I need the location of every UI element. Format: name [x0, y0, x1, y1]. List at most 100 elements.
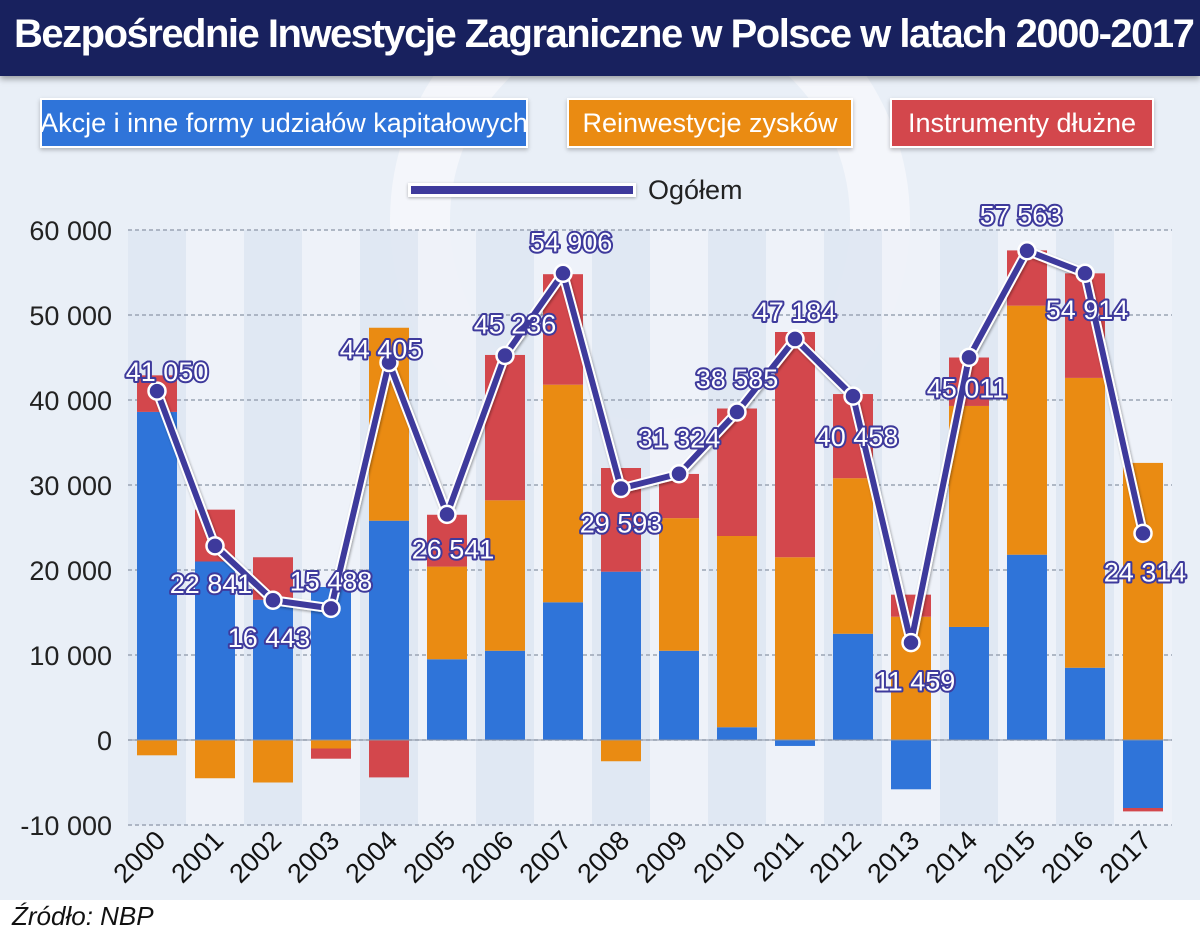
- total-point: [495, 345, 515, 366]
- legend-debt: Instrumenty dłużne: [890, 98, 1154, 148]
- total-point: [611, 478, 631, 499]
- bar-reinvested: [137, 740, 177, 756]
- bar-reinvested: [195, 740, 235, 779]
- x-tick-label: 2014: [920, 825, 984, 889]
- x-tick-label: 2010: [688, 825, 752, 889]
- bar-reinvested: [1123, 462, 1163, 740]
- total-data-label: 24 314: [1104, 557, 1187, 587]
- total-data-label: 57 563: [980, 201, 1063, 231]
- total-data-label: 31 324: [638, 424, 721, 454]
- bar-reinvested: [659, 518, 699, 651]
- bar-equity: [601, 571, 641, 740]
- total-point: [1017, 240, 1037, 261]
- total-data-label: 26 541: [412, 534, 495, 564]
- bar-reinvested: [311, 740, 351, 749]
- total-point: [959, 347, 979, 368]
- bar-debt: [1123, 808, 1163, 812]
- total-data-label: 38 585: [696, 364, 779, 394]
- legend-equity-label: Akcje i inne formy udziałów kapitałowych: [40, 107, 528, 138]
- legend-equity: Akcje i inne formy udziałów kapitałowych: [40, 98, 528, 148]
- bar-equity: [659, 650, 699, 740]
- total-point: [843, 386, 863, 406]
- bar-equity: [253, 599, 293, 740]
- bar-equity: [775, 740, 815, 746]
- bar-reinvested: [485, 500, 525, 651]
- total-data-label: 44 405: [340, 335, 423, 365]
- total-point: [263, 590, 283, 610]
- x-tick-label: 2004: [340, 825, 404, 889]
- legend-total: Ogółem: [408, 172, 743, 208]
- total-point: [553, 263, 573, 284]
- x-tick-label: 2007: [514, 825, 578, 889]
- bar-reinvested: [775, 557, 815, 740]
- bar-equity: [137, 411, 177, 740]
- bar-equity: [1123, 740, 1163, 808]
- total-point: [901, 632, 921, 653]
- total-point: [1075, 263, 1095, 283]
- total-point: [727, 402, 747, 422]
- bar-equity: [949, 626, 989, 740]
- total-data-label: 54 914: [1046, 295, 1129, 325]
- y-tick-label: 20 000: [29, 556, 112, 586]
- y-tick-label: 30 000: [29, 471, 112, 501]
- legend-total-label: Ogółem: [648, 174, 743, 205]
- total-data-label: 22 841: [170, 569, 253, 599]
- bar-equity: [427, 659, 467, 740]
- total-point: [1133, 523, 1153, 544]
- bar-reinvested: [1007, 305, 1047, 555]
- total-point: [669, 463, 689, 484]
- total-data-label: 40 458: [816, 422, 899, 452]
- bar-debt: [369, 740, 409, 778]
- bar-reinvested: [833, 478, 873, 634]
- total-point: [321, 598, 341, 619]
- y-tick-label: 10 000: [29, 641, 112, 671]
- bar-equity: [485, 650, 525, 740]
- total-data-label: 47 184: [754, 297, 837, 327]
- total-line: [154, 247, 1146, 646]
- bar-equity: [195, 561, 235, 740]
- total-data-label: 11 459: [875, 667, 956, 697]
- x-tick-label: 2005: [398, 825, 462, 889]
- x-tick-label: 2006: [456, 825, 520, 889]
- x-tick-label: 2015: [978, 825, 1042, 889]
- x-tick-label: 2000: [108, 825, 172, 889]
- x-tick-label: 2013: [862, 825, 926, 889]
- total-data-label: 41 050: [126, 357, 209, 387]
- bar-reinvested: [253, 740, 293, 783]
- total-point: [437, 504, 457, 525]
- legend-debt-label: Instrumenty dłużne: [907, 107, 1137, 138]
- header-bar: Bezpośrednie Inwestycje Zagraniczne w Po…: [0, 0, 1200, 76]
- bar-reinvested: [601, 740, 641, 762]
- bar-reinvested: [543, 384, 583, 603]
- total-data-label: 15 488: [290, 566, 373, 596]
- bar-reinvested: [1065, 377, 1105, 668]
- x-tick-label: 2008: [572, 825, 636, 889]
- bar-debt: [485, 354, 525, 501]
- legend-reinvested-label: Reinwestycje zysków: [582, 107, 838, 138]
- bar-reinvested: [427, 566, 467, 660]
- total-point: [785, 329, 805, 349]
- bar-equity: [369, 520, 409, 740]
- total-data-label: 45 011: [927, 373, 1008, 403]
- x-tick-label: 2016: [1036, 825, 1100, 889]
- y-tick-label: 60 000: [29, 216, 112, 246]
- bar-equity: [543, 602, 583, 740]
- y-tick-label: 40 000: [29, 386, 112, 416]
- bar-equity: [1065, 667, 1105, 740]
- total-data-label: 45 236: [474, 309, 557, 339]
- bar-debt: [775, 332, 815, 558]
- y-tick-label: -10 000: [20, 811, 112, 841]
- bar-equity: [1007, 554, 1047, 740]
- chart-title: Bezpośrednie Inwestycje Zagraniczne w Po…: [14, 12, 1195, 56]
- bar-debt: [311, 748, 351, 759]
- x-tick-label: 2009: [630, 825, 694, 889]
- total-point: [147, 381, 167, 401]
- y-tick-label: 0: [97, 726, 112, 756]
- x-tick-label: 2017: [1094, 825, 1158, 889]
- x-tick-label: 2003: [282, 825, 346, 889]
- x-tick-label: 2001: [166, 825, 230, 889]
- bar-equity: [833, 633, 873, 740]
- total-data-label: 29 593: [580, 508, 663, 538]
- legend-reinvested: Reinwestycje zysków: [567, 98, 853, 148]
